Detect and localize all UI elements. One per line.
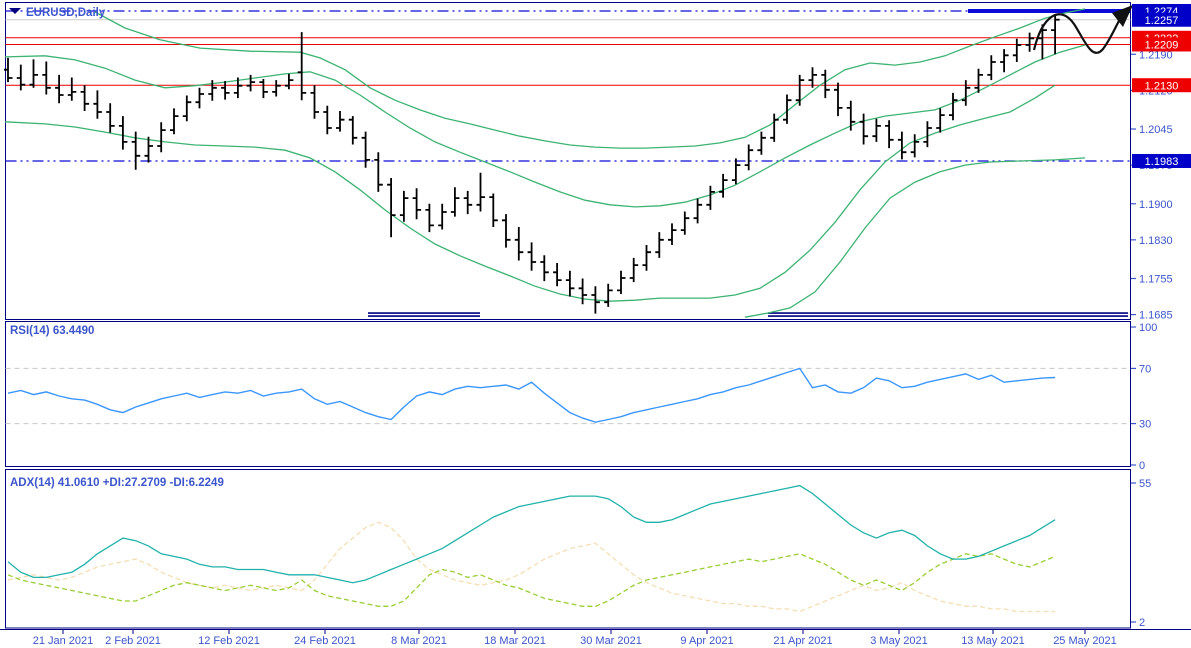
date-label-10: 13 May 2021 [961,635,1025,647]
date-label-6: 30 Mar 2021 [580,635,642,647]
date-label-3: 24 Feb 2021 [294,635,356,647]
minus-di-line [7,521,1056,613]
price-tick-label-5: 1.1830 [1139,235,1173,247]
symbol-title-group: EURUSD,Daily [9,7,106,19]
price-tick-label-0: 1.2190 [1139,49,1173,61]
price-panel [4,5,1133,318]
price-tick-label-7: 1.1685 [1139,310,1173,322]
adx-line [7,484,1056,584]
date-label-11: 25 May 2021 [1053,635,1117,647]
price-scale-axis[interactable]: 1.21901.21201.20451.19751.19001.18301.17… [1131,3,1191,322]
band-line-lower [4,84,1056,302]
trend-arrow-annotation [1032,13,1122,54]
price-badge-label-1.1983: 1.1983 [1145,156,1179,168]
ohlc-bars [4,15,1060,314]
price-badge-1.2130 [1132,78,1191,93]
price-badge-label-1.2257: 1.2257 [1145,15,1179,27]
date-label-2: 12 Feb 2021 [198,635,260,647]
rsi-scale-label-2: 30 [1139,419,1151,431]
date-label-0: 21 Jan 2021 [33,635,94,647]
rsi-scale-label-0: 100 [1139,322,1157,334]
trend-arrow-head-icon [1112,5,1133,27]
date-label-1: 2 Feb 2021 [105,635,161,647]
band-line-upper [94,8,1086,149]
plus-di-line [7,553,1056,607]
adx-scale-label-0: 55 [1139,478,1151,490]
adx-scale-label-1: 2 [1139,617,1145,629]
panel-border-2 [5,469,1131,629]
adx-panel: 55 2 [7,478,1151,629]
symbol-label: EURUSD,Daily [26,7,106,19]
band-line-middle [4,44,1086,208]
price-badge-1.2209 [1132,37,1191,52]
price-badge-label-1.2130: 1.2130 [1145,80,1179,92]
date-axis[interactable]: 21 Jan 2021 2 Feb 2021 12 Feb 2021 24 Feb 2… [33,629,1117,648]
price-badge-label-1.2209: 1.2209 [1145,40,1179,52]
price-tick-label-2: 1.2045 [1139,124,1173,136]
rsi-indicator-label: RSI(14) 63.4490 [10,325,94,337]
adx-indicator-label: ADX(14) 41.0610 +DI:27.2709 -DI:6.2249 [10,477,224,489]
symbol-dropdown-icon[interactable] [9,8,21,14]
date-label-8: 21 Apr 2021 [773,635,832,647]
date-label-4: 8 Mar 2021 [391,635,447,647]
rsi-line [7,367,1056,423]
price-badge-1.1983 [1132,153,1191,168]
panel-border-1 [5,321,1131,467]
panel-borders [0,2,1191,630]
band-line-slow [744,157,1086,318]
rsi-scale-label-1: 70 [1139,363,1151,375]
rsi-panel: 100 70 30 0 [5,322,1157,472]
date-label-9: 3 May 2021 [870,635,927,647]
date-label-7: 9 Apr 2021 [680,635,733,647]
rsi-scale-label-3: 0 [1139,460,1145,472]
price-badge-1.2257 [1132,12,1191,27]
price-tick-label-4: 1.1900 [1139,199,1173,211]
price-tick-label-6: 1.1755 [1139,274,1173,286]
date-label-5: 18 Mar 2021 [484,635,546,647]
